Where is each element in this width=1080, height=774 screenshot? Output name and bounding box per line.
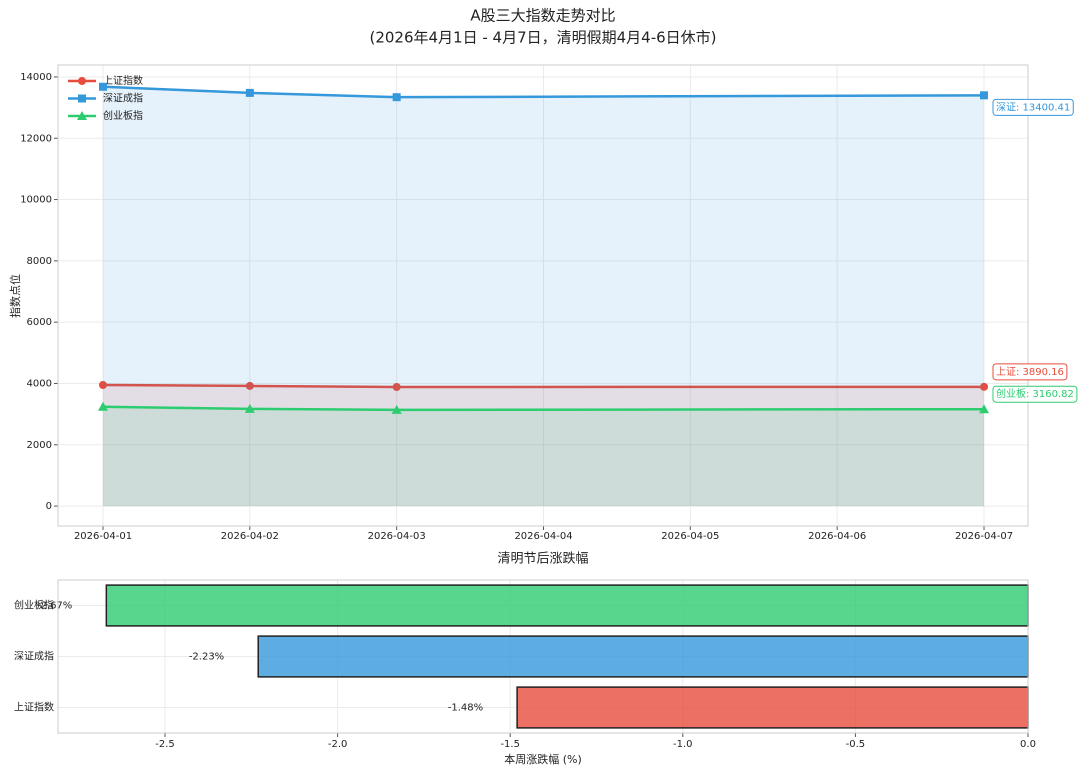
- marker: [979, 404, 989, 414]
- marker: [78, 94, 86, 103]
- marker: [392, 382, 401, 391]
- x-tick-label: 2026-04-03: [368, 531, 426, 542]
- label-box: [992, 98, 1074, 116]
- data-label: 深证: 13400.41: [996, 101, 1070, 113]
- marker: [244, 403, 255, 413]
- marker: [78, 77, 86, 85]
- marker: [980, 91, 988, 100]
- bar: [105, 584, 1029, 627]
- marker: [77, 111, 87, 120]
- x-tick-label: 2026-04-04: [514, 531, 572, 542]
- legend-label: 深证成指: [103, 92, 143, 105]
- chart-title: A股三大指数走势对比: [470, 7, 615, 25]
- data-label: -1.48%: [448, 703, 483, 714]
- y-tick-label: 10000: [20, 195, 52, 206]
- marker: [391, 404, 402, 414]
- marker: [980, 382, 988, 391]
- y-tick-label: 8000: [27, 256, 52, 267]
- series-line: [102, 85, 985, 99]
- y-tick-label: 深证成指: [14, 650, 54, 663]
- bar: [516, 686, 1029, 729]
- marker: [98, 401, 108, 411]
- area-fill: [103, 385, 984, 507]
- plot-frame: [57, 64, 1029, 527]
- y-tick-label: 0: [46, 501, 52, 512]
- y-axis-label: 指数点位: [8, 274, 22, 318]
- x-tick-label: 2026-04-05: [661, 531, 719, 542]
- y-tick-label: 6000: [27, 317, 52, 328]
- x-tick-label: -0.5: [846, 739, 866, 750]
- marker: [245, 88, 254, 97]
- x-tick-label: -1.0: [673, 739, 693, 750]
- data-label: 上证: 3890.16: [996, 366, 1064, 378]
- data-label: -2.67%: [37, 601, 72, 612]
- x-axis-label: 本周涨跌幅 (%): [504, 752, 582, 766]
- y-tick-label: 上证指数: [14, 701, 54, 714]
- y-tick-label: 4000: [27, 378, 52, 389]
- plot-frame: [57, 579, 1029, 734]
- x-tick-label: -2.5: [155, 739, 175, 750]
- x-tick-label: 2026-04-01: [74, 531, 132, 542]
- x-tick-label: 2026-04-02: [221, 531, 279, 542]
- label-box: [992, 385, 1078, 403]
- area-fill: [103, 86, 984, 507]
- x-tick-label: -2.0: [328, 739, 348, 750]
- x-tick-label: 2026-04-07: [955, 531, 1013, 542]
- y-tick-label: 14000: [20, 72, 52, 83]
- bar: [257, 635, 1029, 678]
- area-fill: [103, 406, 984, 507]
- y-tick-label: 创业板指: [14, 599, 54, 612]
- chart-subtitle: (2026年4月1日 - 4月7日，清明假期4月4-6日休市): [369, 29, 716, 47]
- series-line: [102, 405, 985, 412]
- marker: [392, 93, 401, 102]
- x-tick-label: 2026-04-06: [808, 531, 866, 542]
- x-tick-label: -1.5: [500, 739, 520, 750]
- chart-title: 清明节后涨跌幅: [497, 551, 588, 567]
- legend-label: 创业板指: [103, 109, 143, 122]
- data-label: -2.23%: [189, 652, 224, 663]
- marker: [245, 381, 254, 390]
- marker: [99, 82, 107, 91]
- x-tick-label: 0.0: [1020, 739, 1036, 750]
- y-tick-label: 2000: [27, 440, 52, 451]
- legend-label: 上证指数: [103, 74, 143, 87]
- y-tick-label: 12000: [20, 133, 52, 144]
- marker: [99, 381, 107, 390]
- data-label: 创业板: 3160.82: [996, 387, 1074, 400]
- series-line: [102, 383, 985, 389]
- label-box: [992, 363, 1068, 381]
